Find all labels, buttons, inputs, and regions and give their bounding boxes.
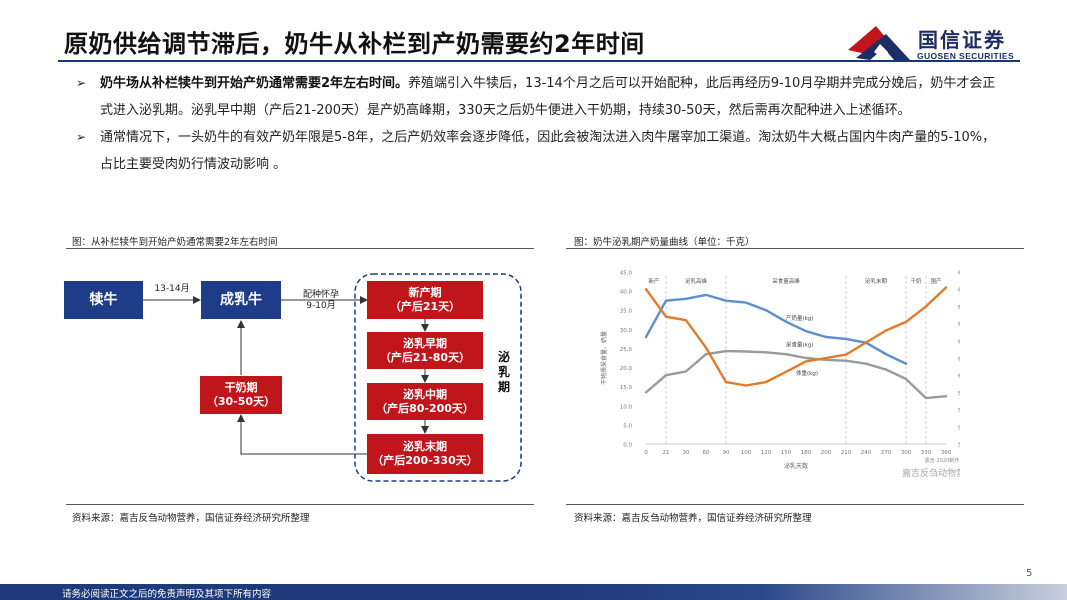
arrow-bullet-icon: ➢ xyxy=(76,76,87,90)
bullet-item: ➢ 奶牛场从补栏犊牛到开始产奶通常需要2年左右时间。养殖端引入牛犊后，13-14… xyxy=(76,70,1008,124)
y-right-tick-label: 580 xyxy=(958,408,960,414)
edge-label-months: 13-14月 xyxy=(154,284,190,294)
y-right-tick-label: 610 xyxy=(958,357,960,363)
brand-logo: 国信证券 GUOSEN SECURITIES xyxy=(846,24,1026,64)
edge-label-breeding: 配种怀孕 xyxy=(302,290,339,300)
phase-label: 泌乳末期 xyxy=(865,277,888,285)
y-right-tick-label: 630 xyxy=(958,322,960,328)
title-divider xyxy=(58,60,1020,62)
lactation-curve-chart: 0.0 5.0 10.0 15.0 20.0 25.0 30.0 35.0 40.0 45.0 56… xyxy=(594,262,986,494)
x-tick-label: 150 xyxy=(781,450,792,456)
series-label: 体重(kg) xyxy=(796,369,818,377)
series-label: 产奶量(kg) xyxy=(786,314,813,322)
y-left-tick-label: 30.0 xyxy=(620,328,633,334)
lactation-group-label: 泌乳期 xyxy=(497,350,510,394)
phase-label: 新产 xyxy=(648,277,660,285)
y-left-axis-title: 干物质采食量、奶量 xyxy=(600,331,608,385)
phase-label: 泌乳高峰 xyxy=(685,277,708,285)
y-left-tick-label: 45.0 xyxy=(620,271,633,277)
arrow-late-to-dry xyxy=(237,414,367,455)
phase-label: 干奶 xyxy=(910,277,922,285)
phase-label: 采食量高峰 xyxy=(772,277,800,285)
node-calf: 犊牛 xyxy=(64,281,143,319)
node-mid-lactation: 泌乳中期 （产后80-200天） xyxy=(367,383,483,420)
phase-label: 围产 xyxy=(930,277,942,285)
right-figure-source: 资料来源：嘉吉反刍动物营养，国信证券经济研究所整理 xyxy=(574,513,812,524)
left-figure-bottom-rule xyxy=(66,504,534,505)
y-left-tick-label: 10.0 xyxy=(620,404,633,410)
right-figure-title: 图：奶牛泌乳期产奶量曲线（单位：千克） xyxy=(574,237,755,248)
y-left-tick-label: 0.0 xyxy=(623,443,632,449)
left-figure-source: 资料来源：嘉吉反刍动物营养，国信证券经济研究所整理 xyxy=(72,513,310,524)
x-tick-label: 60 xyxy=(703,450,710,456)
x-tick-label: 300 xyxy=(901,450,912,456)
logo-mark-icon xyxy=(848,26,910,60)
bullet-text: 通常情况下，一头奶牛的有效产奶年限是5-8年，之后产奶效率会逐步降低，因此会被淘… xyxy=(100,130,996,172)
page-title: 原奶供给调节滞后，奶牛从补栏到产奶需要约2年时间 xyxy=(64,30,645,58)
x-tick-label: 180 xyxy=(801,450,812,456)
node-early-lactation: 泌乳早期 （产后21-80天） xyxy=(367,332,483,369)
y-right-tick-label: 570 xyxy=(958,425,960,431)
footer-accent xyxy=(560,584,1067,600)
logo-name: 国信证券 xyxy=(918,28,1006,52)
series-label: 采食量(kg) xyxy=(786,341,813,349)
node-dry-period: 干奶期 （30-50天） xyxy=(200,376,282,414)
x-tick-label: 120 xyxy=(761,450,772,456)
y-left-tick-label: 35.0 xyxy=(620,309,633,315)
y-right-tick-label: 650 xyxy=(958,288,960,294)
edge-label-gestation: 9-10月 xyxy=(306,301,336,311)
x-axis-title: 泌乳天数 xyxy=(784,462,808,470)
y-left-tick-label: 40.0 xyxy=(620,290,633,296)
y-right-tick-label: 560 xyxy=(958,443,960,449)
footer-disclaimer: 请务必阅读正文之后的免责声明及其项下所有内容 xyxy=(62,589,272,600)
left-figure-top-rule xyxy=(66,248,534,249)
y-left-tick-label: 20.0 xyxy=(620,366,633,372)
series-line-0 xyxy=(644,293,908,365)
logo-english-name: GUOSEN SECURITIES xyxy=(917,51,1015,61)
x-tick-label: 21 xyxy=(663,450,670,456)
bullet-text: 养殖端引入牛犊后，13-14个月之后可以开始配种，此后再经历9-10月孕期并完成… xyxy=(100,76,996,118)
y-left-tick-label: 25.0 xyxy=(620,347,633,353)
watermark-text: 嘉吉反刍动物营养 xyxy=(902,467,960,479)
y-right-tick-label: 640 xyxy=(958,305,960,311)
x-tick-label: 100 xyxy=(741,450,752,456)
node-mature-cow: 成乳牛 xyxy=(201,281,281,319)
node-late-lactation: 泌乳末期 （产后200-330天） xyxy=(367,434,483,474)
x-tick-label: 30 xyxy=(683,450,690,456)
y-right-tick-label: 620 xyxy=(958,339,960,345)
chart-credit: 嘉吉-2020制作 xyxy=(925,457,960,464)
lactation-group-border xyxy=(354,273,522,482)
bullet-item: ➢ 通常情况下，一头奶牛的有效产奶年限是5-8年，之后产奶效率会逐步降低，因此会… xyxy=(76,124,1008,178)
x-tick-label: 90 xyxy=(723,450,730,456)
right-figure-bottom-rule xyxy=(566,504,1024,505)
x-tick-label: 270 xyxy=(881,450,892,456)
right-figure-top-rule xyxy=(566,248,1024,249)
y-right-tick-label: 590 xyxy=(958,391,960,397)
node-fresh-period: 新产期 （产后21天） xyxy=(367,281,483,319)
y-right-tick-label: 660 xyxy=(958,271,960,277)
bullet-list: ➢ 奶牛场从补栏犊牛到开始产奶通常需要2年左右时间。养殖端引入牛犊后，13-14… xyxy=(76,70,1008,178)
arrow-bullet-icon: ➢ xyxy=(76,130,87,144)
x-tick-label: 210 xyxy=(841,450,852,456)
x-tick-label: 330 xyxy=(921,450,932,456)
left-figure-title: 图：从补栏犊牛到开始产奶通常需要2年左右时间 xyxy=(72,237,278,248)
x-tick-label: 360 xyxy=(941,450,952,456)
x-tick-label: 240 xyxy=(861,450,872,456)
bullet-bold-lead: 奶牛场从补栏犊牛到开始产奶通常需要2年左右时间。 xyxy=(100,76,409,91)
y-left-tick-label: 5.0 xyxy=(623,423,632,429)
series-line-1 xyxy=(644,349,948,400)
x-tick-label: 0 xyxy=(644,450,648,456)
series-line-2 xyxy=(644,286,948,387)
chart-canvas: 0.0 5.0 10.0 15.0 20.0 25.0 30.0 35.0 40.0 45.0 56… xyxy=(600,271,986,480)
x-tick-label: 200 xyxy=(821,450,832,456)
y-left-tick-label: 15.0 xyxy=(620,385,633,391)
y-right-tick-label: 600 xyxy=(958,374,960,380)
page-number: 5 xyxy=(1026,568,1033,579)
